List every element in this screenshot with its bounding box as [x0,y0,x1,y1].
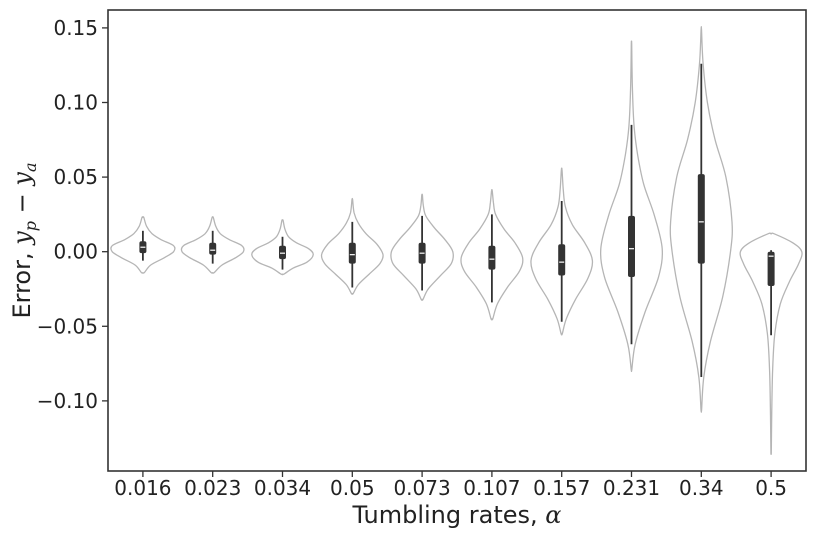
violin-iqr-box [767,251,775,287]
x-tick-label: 0.016 [114,476,171,500]
violin-iqr-box [348,242,356,264]
y-axis-label-sub-a: p [21,221,40,231]
violin-0.34 [669,26,733,413]
violin-0.231 [599,40,664,373]
y-tick-label: 0.15 [53,16,98,40]
x-tick-label: 0.34 [679,476,724,500]
violin-0.034 [251,219,314,276]
violin-iqr-box [488,245,496,270]
y-axis-label: Error, yp − ya [8,162,40,318]
x-axis-label-text: Tumbling rates, [352,501,546,529]
x-tick-label: 0.034 [254,476,311,500]
violin-iqr-box [558,244,566,276]
violin-0.107 [460,188,524,321]
violin-0.157 [530,167,594,336]
violin-0.05 [320,197,384,295]
y-axis-label-text: Error, [8,245,36,319]
violins-layer [110,26,803,455]
violin-iqr-box [209,242,217,255]
violin-0.5 [739,232,803,455]
x-tick-label: 0.5 [755,476,787,500]
violin-iqr-box [628,215,635,278]
y-tick-label: 0.10 [53,90,98,114]
y-axis-ticks: 0.15 0.10 0.05 0.00 −0.05 −0.10 [37,16,108,413]
x-tick-label: 0.157 [533,476,590,500]
y-tick-label: 0.00 [53,240,98,264]
plot-frame [107,9,807,472]
violin-iqr-box [697,174,705,264]
y-tick-label: −0.10 [37,389,98,413]
violin-0.073 [390,193,454,301]
violin-0.023 [180,216,245,274]
x-tick-label: 0.073 [393,476,450,500]
x-axis-label: Tumbling rates, α [352,501,562,529]
x-tick-label: 0.107 [463,476,520,500]
y-axis-label-var-b: y [8,172,36,187]
x-axis-label-symbol: α [545,501,561,529]
y-tick-label: 0.05 [53,165,98,189]
y-axis-label-sub-b: a [21,162,40,172]
x-axis-ticks: 0.016 0.023 0.034 0.05 0.073 0.107 0.157 0.231 0… [114,471,787,500]
violin-iqr-box [279,245,286,260]
y-axis-label-var-a: y [8,231,36,246]
violin-body [739,232,803,455]
x-tick-label: 0.231 [603,476,660,500]
violin-0.016 [110,216,176,274]
y-tick-label: −0.05 [37,314,98,338]
x-tick-label: 0.023 [184,476,241,500]
y-axis-label-op: − [8,186,36,221]
x-tick-label: 0.05 [330,476,375,500]
